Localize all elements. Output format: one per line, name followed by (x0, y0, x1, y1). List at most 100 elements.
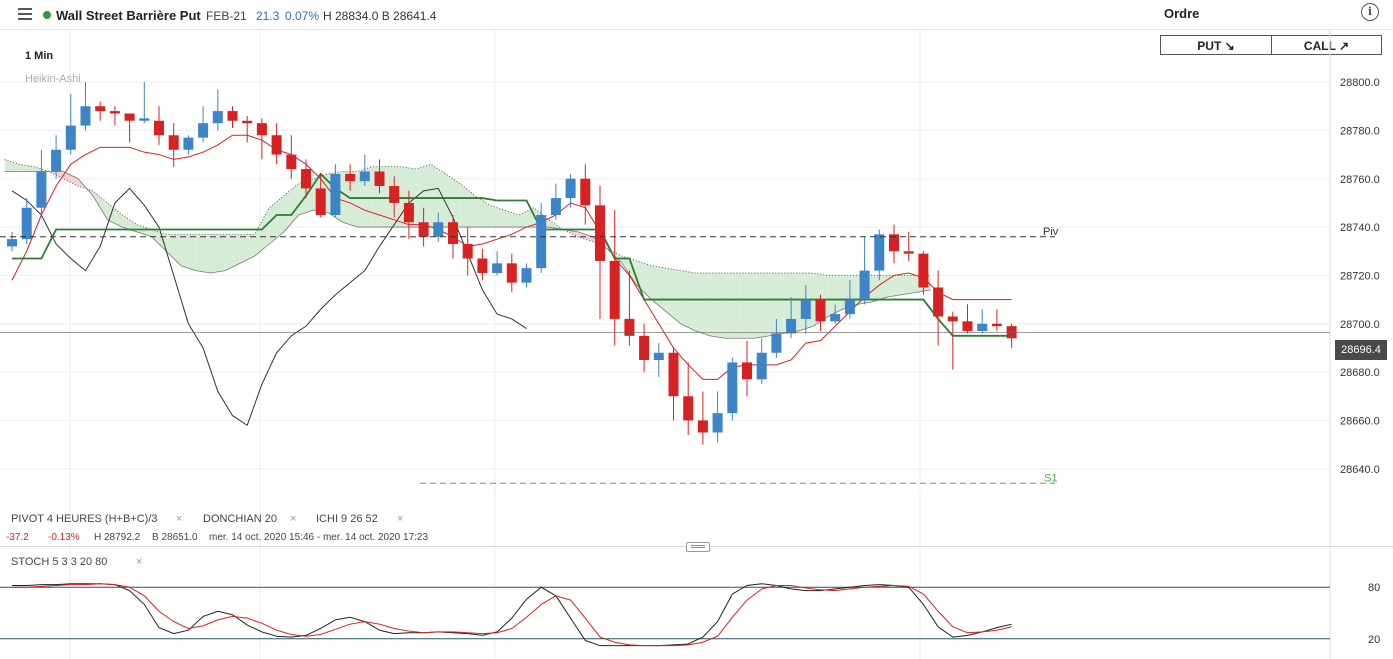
candle (418, 207, 429, 247)
kumo-segment (269, 195, 284, 244)
candle-body (609, 260, 620, 319)
candle (595, 186, 605, 319)
candle-body (330, 173, 341, 215)
instrument-name[interactable]: Wall Street Barrière Put (56, 8, 201, 23)
candle (198, 106, 209, 143)
kumo-segment (166, 234, 182, 266)
candle (7, 231, 17, 252)
candle-body (271, 135, 282, 155)
remove-donchian-icon[interactable]: × (290, 513, 297, 525)
session-low: B 28651.0 (152, 532, 198, 543)
candle (903, 231, 914, 261)
candle (874, 229, 885, 281)
candle-body (65, 125, 76, 150)
price-tick-label: 28760.0 (1340, 174, 1380, 186)
candle-body (418, 222, 429, 237)
stoch-k-line (12, 583, 1012, 647)
kumo-segment (519, 207, 534, 228)
candle-body (874, 234, 885, 271)
candle-body (859, 270, 870, 300)
candle-body (565, 178, 576, 199)
candle (109, 106, 120, 126)
candle (477, 248, 488, 281)
candle (918, 251, 929, 295)
kumo-segment (136, 224, 152, 237)
call-button[interactable]: CALL ↗ (1271, 35, 1382, 55)
remove-stochastic-icon[interactable]: × (136, 556, 143, 568)
candle-body (124, 113, 135, 121)
candle-body (668, 352, 679, 397)
stochastic-indicator[interactable]: STOCH 5 3 3 20 80 (11, 556, 108, 568)
s1-label: S1 (1044, 472, 1057, 484)
candle-body (977, 323, 988, 331)
kumo-segment (827, 275, 843, 317)
kumo-segment (210, 234, 226, 273)
candle-body (991, 323, 1002, 327)
current-price-tag: 28696.4 (1335, 340, 1387, 360)
ichimoku-indicator[interactable]: ICHI 9 26 52 (316, 513, 378, 525)
candle-body (21, 207, 32, 240)
candle-body (830, 314, 841, 322)
candle-body (227, 111, 238, 121)
candle-body (256, 123, 267, 136)
candle-body (683, 396, 694, 421)
change-percent: 0.07% (285, 9, 320, 23)
timeframe-label[interactable]: 1 Min (25, 50, 54, 62)
stoch-level-label: 80 (1368, 582, 1380, 594)
candle (462, 227, 473, 276)
candle (21, 198, 32, 244)
kumo-segment (92, 190, 108, 220)
candle (639, 323, 650, 373)
instrument-expiry: FEB-21 (206, 9, 247, 23)
candle (565, 173, 576, 208)
candle-body (536, 215, 547, 269)
pane-resize-handle-icon[interactable] (686, 542, 710, 552)
candle (256, 118, 267, 160)
session-change: -37.2 (6, 532, 29, 543)
kumo-segment (445, 173, 461, 228)
candle-body (947, 316, 958, 322)
candle-body (301, 169, 311, 189)
kumo-segment (416, 164, 431, 228)
instrument-header: Wall Street Barrière Put FEB-21 21.3 0.0… (0, 0, 1393, 30)
candle-body (374, 171, 385, 186)
candle (653, 343, 664, 377)
candle (301, 159, 311, 199)
candle (286, 135, 297, 179)
candle-body (168, 135, 179, 150)
candle (889, 224, 899, 264)
kumo-segment (151, 229, 167, 252)
candle-body (580, 178, 591, 206)
kumo-segment (489, 205, 505, 228)
candle-body (359, 171, 370, 182)
candle-body (653, 352, 664, 360)
donchian-indicator[interactable]: DONCHIAN 20 (203, 513, 277, 525)
pivot-indicator[interactable]: PIVOT 4 HEURES (H+B+C)/3 (11, 513, 158, 525)
candle (227, 106, 238, 128)
candle-body (550, 198, 561, 215)
kumo-segment (19, 164, 35, 172)
candle-body (815, 299, 826, 322)
kumo-segment (239, 234, 255, 264)
candle-body (315, 188, 326, 215)
candle (609, 210, 620, 346)
candle (800, 285, 811, 334)
info-icon[interactable]: i (1361, 3, 1379, 21)
candle (271, 123, 282, 165)
remove-ichimoku-icon[interactable]: × (397, 513, 404, 525)
candle (668, 347, 679, 421)
candle-body (7, 239, 17, 247)
remove-pivot-icon[interactable]: × (176, 513, 183, 525)
candle (506, 253, 517, 293)
candle-body (903, 251, 914, 254)
candle (315, 173, 326, 218)
candle (580, 164, 591, 225)
candle (168, 123, 179, 167)
candle-body (697, 420, 708, 433)
hamburger-menu-icon[interactable] (18, 8, 32, 20)
candle (962, 304, 973, 334)
candle (51, 135, 62, 179)
price-tick-label: 28720.0 (1340, 270, 1380, 282)
put-button[interactable]: PUT ↘ (1160, 35, 1272, 55)
